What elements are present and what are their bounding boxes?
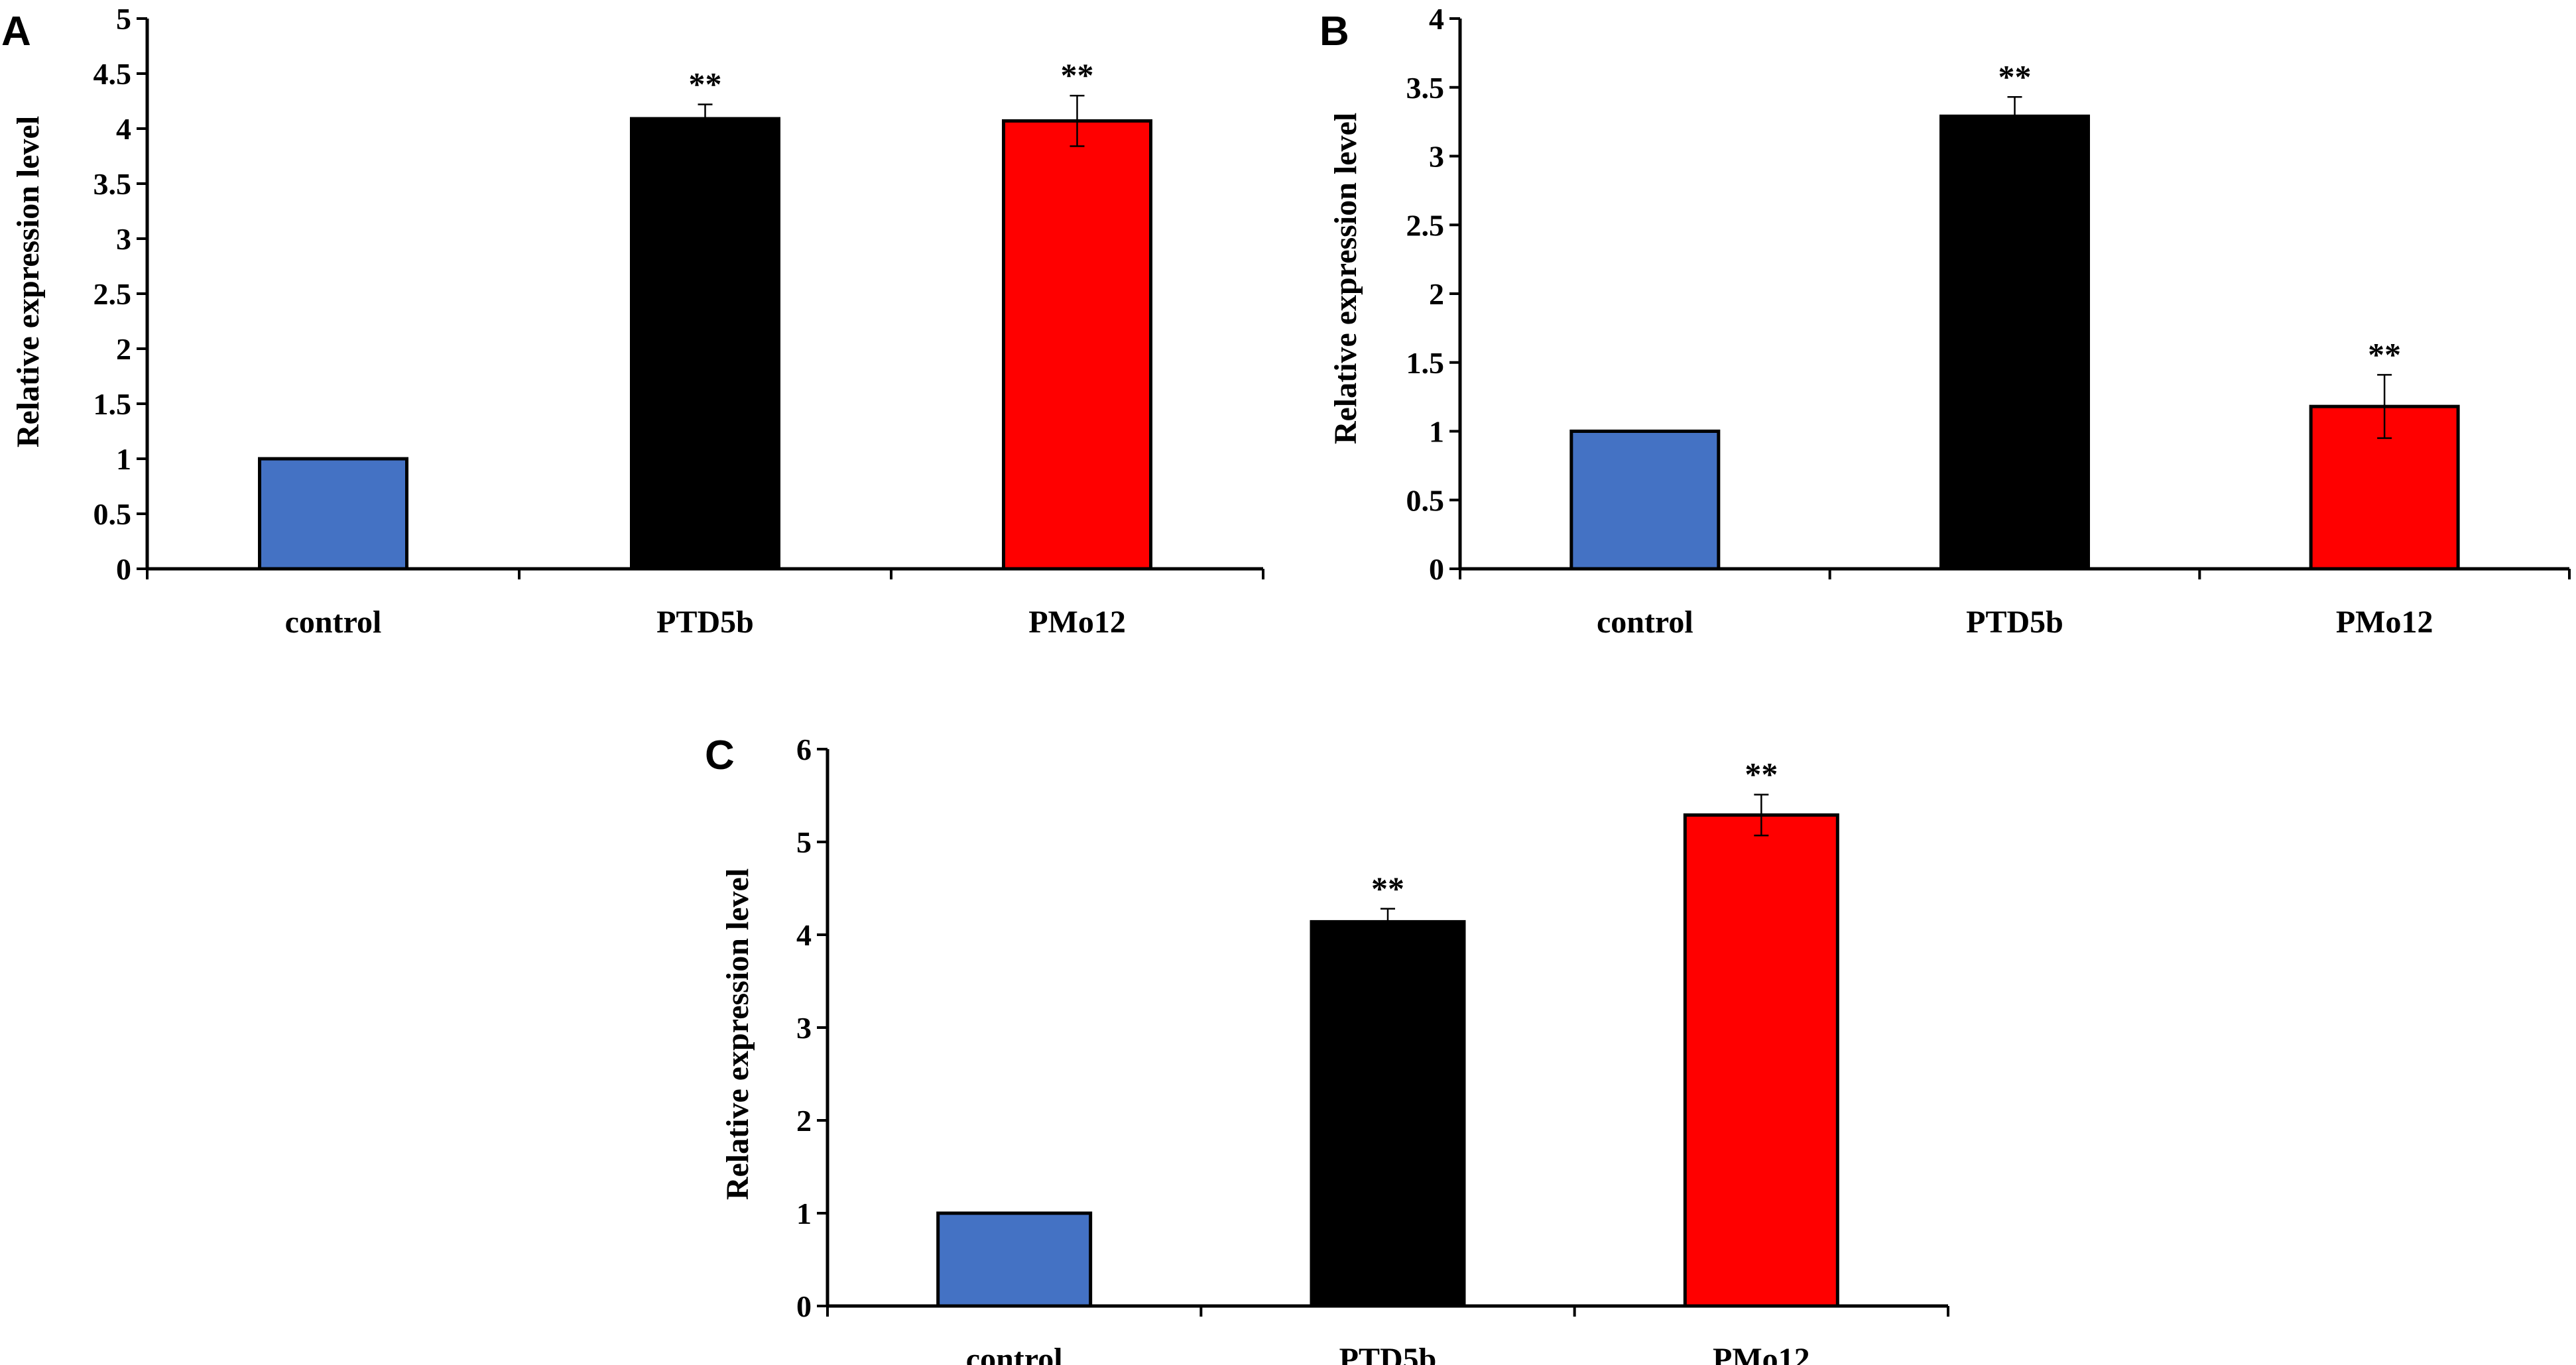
- bar-ptd5b: [1310, 920, 1466, 1308]
- bar-pmo12: [1683, 813, 1839, 1308]
- significance-marker: **: [2368, 335, 2401, 373]
- y-tick-label: 2.5: [1406, 208, 1445, 242]
- significance-marker: **: [1061, 56, 1094, 93]
- y-tick-label: 4: [1429, 2, 1444, 36]
- bar-group: ** **: [1569, 58, 2460, 571]
- y-tick-label: 2: [796, 1104, 812, 1138]
- y-tick-label: 0.5: [1406, 483, 1445, 517]
- x-axis-labels: control PTD5b PMo12: [966, 1342, 1810, 1365]
- y-tick-label: 0: [796, 1289, 812, 1323]
- y-axis-ticks: 0 0.5 1 1.5 2 2.5 3 3.5 4: [1406, 2, 1460, 586]
- y-tick-label: 5: [116, 2, 131, 36]
- y-tick-label: 1: [1429, 415, 1444, 449]
- axes: [826, 749, 1949, 1317]
- bar-ptd5b: [1939, 114, 2090, 571]
- bar-ptd5b: [630, 117, 780, 571]
- bar-group: ** **: [936, 756, 1839, 1308]
- x-tick-label: control: [966, 1342, 1063, 1365]
- y-tick-label: 0.5: [93, 497, 132, 531]
- panel-letter-c: C: [705, 733, 735, 778]
- bar-control: [1569, 430, 1721, 571]
- x-axis-labels: control PTD5b PMo12: [285, 605, 1126, 640]
- x-tick-label: PTD5b: [1966, 605, 2063, 640]
- x-tick-label: control: [285, 605, 382, 640]
- x-tick-label: PMo12: [1713, 1342, 1810, 1365]
- y-tick-label: 0: [116, 552, 131, 586]
- panel-b-chart: B Relative expression level 0 0.5 1 1.5 2 2.5…: [1319, 2, 2571, 640]
- x-tick-label: control: [1597, 605, 1693, 640]
- y-tick-label: 1: [796, 1197, 812, 1230]
- panel-letter-a: A: [1, 9, 31, 54]
- axes: [145, 19, 1264, 579]
- y-tick-label: 2.5: [93, 277, 132, 311]
- y-tick-label: 1.5: [1406, 346, 1445, 380]
- y-tick-label: 5: [796, 825, 812, 859]
- panel-a-chart: A Relative expression level 0 0.5 1 1.5 2 2.5…: [1, 2, 1264, 640]
- y-tick-label: 1: [116, 442, 131, 476]
- y-tick-label: 3.5: [1406, 71, 1445, 105]
- y-tick-label: 4: [116, 112, 131, 146]
- bar-control: [258, 457, 408, 571]
- y-axis-label: Relative expression level: [720, 868, 755, 1200]
- y-axis-ticks: 0 0.5 1 1.5 2 2.5 3 3.5 4 4.5 5: [93, 2, 147, 586]
- bar-pmo12: [1002, 119, 1152, 571]
- y-axis-label: Relative expression level: [11, 116, 46, 447]
- y-axis-ticks: 0 1 2 3 4 5 6: [796, 733, 828, 1323]
- x-tick-label: PTD5b: [656, 605, 754, 640]
- significance-marker: **: [1745, 756, 1778, 793]
- significance-marker: **: [1998, 58, 2032, 95]
- y-tick-label: 3.5: [93, 167, 132, 201]
- x-tick-label: PTD5b: [1339, 1342, 1437, 1365]
- x-tick-label: PMo12: [1028, 605, 1126, 640]
- y-tick-label: 2: [116, 332, 131, 366]
- significance-marker: **: [689, 65, 722, 102]
- y-tick-label: 6: [796, 733, 812, 766]
- y-tick-label: 4: [796, 918, 812, 952]
- x-tick-label: PMo12: [2336, 605, 2433, 640]
- y-tick-label: 3: [1429, 140, 1444, 174]
- y-tick-label: 1.5: [93, 387, 132, 421]
- axes: [1458, 19, 2571, 579]
- significance-marker: **: [1371, 870, 1404, 907]
- y-tick-label: 3: [116, 222, 131, 256]
- y-tick-label: 4.5: [93, 57, 132, 91]
- y-tick-label: 2: [1429, 277, 1444, 311]
- bar-group: ** **: [258, 56, 1152, 571]
- bar-control: [936, 1211, 1093, 1308]
- y-axis-label: Relative expression level: [1328, 113, 1363, 444]
- panel-letter-b: B: [1319, 9, 1349, 54]
- y-tick-label: 0: [1429, 552, 1444, 586]
- x-axis-labels: control PTD5b PMo12: [1597, 605, 2433, 640]
- y-tick-label: 3: [796, 1011, 812, 1045]
